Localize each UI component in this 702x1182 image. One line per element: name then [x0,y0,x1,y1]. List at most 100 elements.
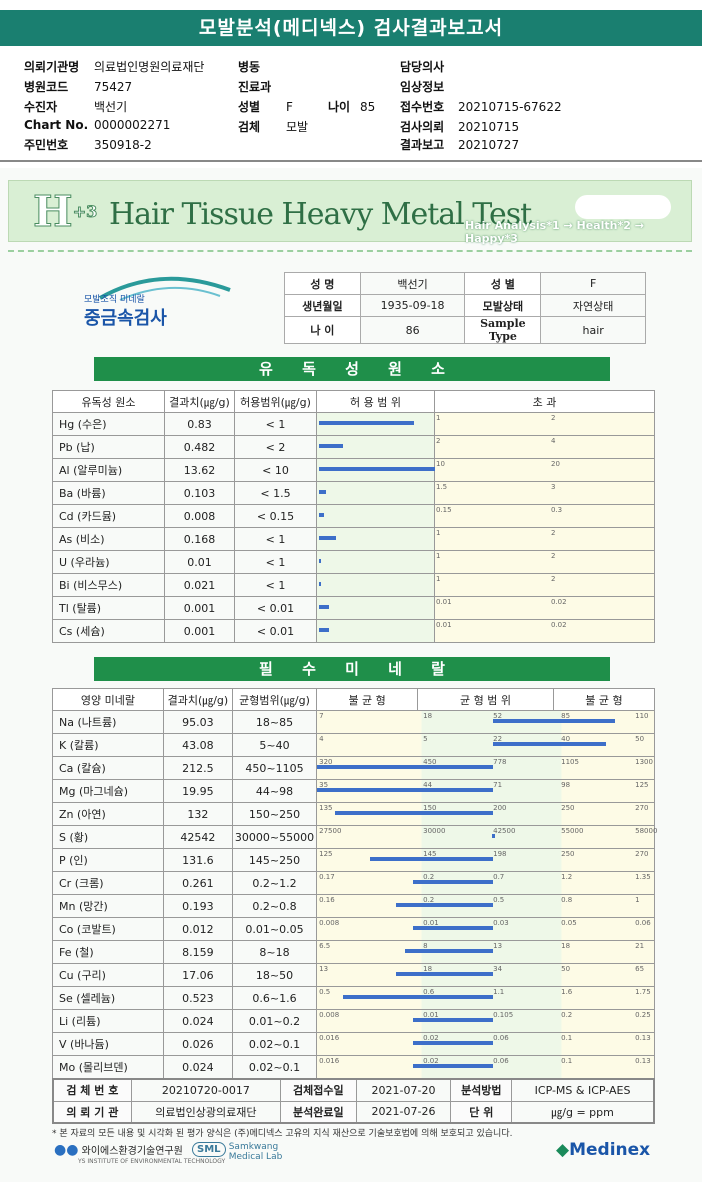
patient-field-label: Chart No. [24,118,89,132]
specimen-no: 20210720-0017 [130,1078,282,1102]
tick-label: 4 [319,735,324,743]
toxic-name: U (우라늄) [52,550,165,574]
tick-label: 778 [493,758,507,766]
tick-label: 125 [635,781,649,789]
tick-label: 58000 [635,827,658,835]
toxic-row: Tl (탈륨) 0.001 < 0.01 0.01 0.02 [52,596,655,620]
toxic-value: 0.103 [164,481,235,505]
specimen-table: 검 체 번 호 20210720-0017 검체접수일 2021-07-20 분… [52,1078,655,1124]
mineral-row: Mo (몰리브덴) 0.024 0.02~0.1 0.016 0.02 0.06 0.1 0.… [52,1055,655,1079]
tick-label: 0.016 [319,1034,340,1042]
patient-field-value: 20210715-67622 [458,100,562,114]
dots-icon: ●● [54,1142,79,1158]
toxic-bar [319,490,326,494]
patient-field-value: 의료법인명원의료재단 [94,60,205,74]
mineral-range: 145~250 [231,848,318,872]
toxic-header: 결과치(㎍/g) [164,390,235,413]
tick-label: 0.008 [319,1011,340,1019]
patient-field-label: 접수번호 [400,100,445,114]
mineral-bar [317,788,494,792]
mineral-row: Ca (칼슘) 212.5 450~1105 320 450 778 1105 1300 [52,756,655,780]
mineral-range: 44~98 [231,779,318,803]
mineral-value: 8.159 [162,940,233,964]
toxic-range: < 1 [234,573,317,597]
footer-inst1: ●● 와이에스환경기술연구원 YS INSTITUTE OF ENVIRONME… [54,1142,226,1165]
tick-label: 0.01 [423,919,439,927]
mineral-range: 5~40 [231,733,318,757]
tick-label: 22 [493,735,503,743]
tick-label: 6.5 [319,942,331,950]
tick-label: 0.02 [551,621,567,629]
mineral-row: Cr (크롬) 0.261 0.2~1.2 0.17 0.2 0.7 1.2 1.35 [52,871,655,895]
subject-name: 백선기 [359,272,466,295]
mineral-range: 0.02~0.1 [231,1055,318,1079]
mineral-bar-cell: 135 150 200 250 270 [316,802,655,826]
footer-inst2: SML Samkwang Medical Lab [192,1142,282,1162]
tick-label: 0.1 [561,1034,573,1042]
tick-label: 21 [635,942,645,950]
toxic-excess-cell: 0.15 0.3 [434,504,655,528]
tick-label: 1.2 [561,873,573,881]
tick-label: 1 [635,896,640,904]
mineral-value: 0.026 [162,1032,233,1056]
mineral-value: 42542 [162,825,233,849]
toxic-row: Al (알루미늄) 13.62 < 10 10 20 [52,458,655,482]
toxic-bar-cell [316,504,435,528]
specimen-inst: 의료법인상광의료재단 [130,1100,282,1124]
toxic-header: 초 과 [434,390,655,413]
mineral-bar-cell: 7 18 52 85 110 [316,710,655,734]
mineral-range: 0.6~1.6 [231,986,318,1010]
mineral-range: 30000~55000 [231,825,318,849]
subject-age: 86 [359,316,466,344]
toxic-name: Pb (납) [52,435,165,459]
subject-sample: hair [540,316,646,344]
tick-label: 110 [635,712,649,720]
mineral-row: Co (코발트) 0.012 0.01~0.05 0.008 0.01 0.03 0.05 0… [52,917,655,941]
subject-birth: 1935-09-18 [359,294,466,317]
mineral-row: Fe (철) 8.159 8~18 6.5 8 13 18 21 [52,940,655,964]
tick-label: 0.8 [561,896,573,904]
tick-label: 150 [423,804,437,812]
toxic-bar [319,582,321,586]
mineral-header: 영양 미네랄 [52,688,164,711]
toxic-excess-cell: 0.01 0.02 [434,619,655,643]
tick-label: 50 [561,965,571,973]
mineral-name: Cr (크롬) [52,871,164,895]
toxic-row: Cd (카드뮴) 0.008 < 0.15 0.15 0.3 [52,504,655,528]
mineral-row: P (인) 131.6 145~250 125 145 198 250 270 [52,848,655,872]
tick-label: 98 [561,781,571,789]
mineral-name: K (칼륨) [52,733,164,757]
toxic-range: < 1 [234,527,317,551]
tick-label: 1 [436,552,441,560]
toxic-excess-cell: 10 20 [434,458,655,482]
patient-field: 의뢰기관명 의료법인명원의료재단 [24,58,204,75]
mineral-bar [493,719,615,723]
tick-label: 270 [635,804,649,812]
test-banner: H+3 Hair Tissue Heavy Metal Test Hair An… [8,180,692,245]
tick-label: 0.1 [561,1057,573,1065]
copyright-note: * 본 자료의 모든 내용 및 시각화 된 평가 양식은 (주)메디넥스 고유의… [52,1129,513,1139]
tick-label: 2 [551,552,556,560]
toxic-header: 허용범위(㎍/g) [234,390,317,413]
mineral-bar-cell: 125 145 198 250 270 [316,848,655,872]
divider [0,160,702,162]
tick-label: 0.16 [319,896,335,904]
tick-label: 42500 [493,827,516,835]
mineral-bar-cell: 0.016 0.02 0.06 0.1 0.13 [316,1055,655,1079]
tick-label: 55000 [561,827,584,835]
mineral-range: 0.02~0.1 [231,1032,318,1056]
mineral-row: Se (셀레늄) 0.523 0.6~1.6 0.5 0.6 1.1 1.6 1.75 [52,986,655,1010]
mineral-header: 불 균 형 [552,688,656,711]
toxic-name: Hg (수은) [52,412,165,436]
toxic-value: 0.021 [164,573,235,597]
brand-icon: ◆ [556,1140,570,1160]
mineral-bar [413,1064,494,1068]
toxic-name: Cd (카드뮴) [52,504,165,528]
tick-label: 35 [319,781,329,789]
tick-label: 2 [436,437,441,445]
tick-label: 0.105 [493,1011,514,1019]
tick-label: 20 [551,460,560,468]
